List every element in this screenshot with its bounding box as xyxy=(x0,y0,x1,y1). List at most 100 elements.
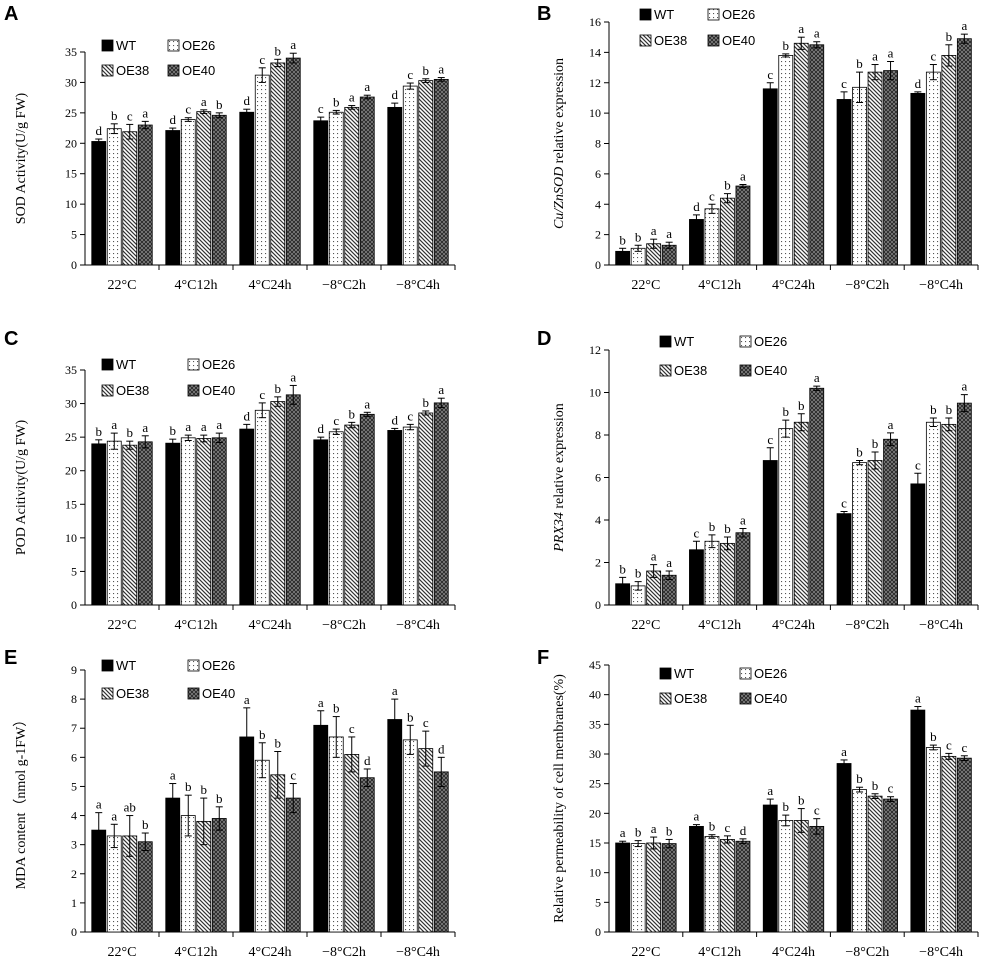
bar-wt xyxy=(910,92,926,266)
bar-wt xyxy=(313,439,329,606)
bar-oe26 xyxy=(328,111,344,266)
significance-letter: a xyxy=(170,768,176,783)
significance-letter: b xyxy=(407,709,414,724)
legend-label: OE26 xyxy=(754,666,787,681)
legend-swatch-oe40 xyxy=(739,364,752,377)
significance-letter: b xyxy=(930,402,937,417)
legend-label: OE26 xyxy=(202,357,235,372)
category-label: 4°C12h xyxy=(175,278,218,293)
y-tick-label: 5 xyxy=(71,564,77,578)
significance-letter: b xyxy=(142,817,149,832)
panel-letter: B xyxy=(537,3,551,25)
legend-swatch-oe26 xyxy=(187,659,200,672)
bar-oe26 xyxy=(106,440,122,606)
y-tick-label: 0 xyxy=(595,925,601,939)
bar-oe26 xyxy=(925,71,941,266)
legend-label: OE26 xyxy=(754,334,787,349)
legend-label: WT xyxy=(674,334,694,349)
y-tick-label: 12 xyxy=(589,343,601,357)
bar-wt xyxy=(836,513,852,606)
y-tick-label: 0 xyxy=(71,258,77,272)
bar-oe40 xyxy=(809,825,825,933)
panel-letter: F xyxy=(537,647,549,669)
y-tick-label: 5 xyxy=(595,895,601,909)
significance-letter: b xyxy=(201,782,208,797)
legend-swatch-oe38 xyxy=(101,384,114,397)
bar-oe38 xyxy=(793,42,809,266)
significance-letter: c xyxy=(841,76,847,91)
significance-letter: c xyxy=(814,803,820,818)
bar-oe26 xyxy=(925,747,941,933)
category-label: −8°C2h xyxy=(322,278,366,293)
category-label: −8°C4h xyxy=(396,278,440,293)
significance-letter: b xyxy=(856,771,863,786)
significance-letter: a xyxy=(798,21,804,36)
significance-letter: c xyxy=(841,496,847,511)
significance-letter: c xyxy=(423,715,429,730)
significance-letter: b xyxy=(798,398,805,413)
significance-letter: a xyxy=(142,420,148,435)
legend-label: OE40 xyxy=(202,383,235,398)
significance-letter: a xyxy=(872,49,878,64)
y-axis-title: MDA content（nmol g-1FW） xyxy=(13,713,29,890)
bar-oe38 xyxy=(720,839,735,933)
panel-letter: D xyxy=(537,328,551,350)
y-tick-label: 45 xyxy=(589,658,601,672)
legend-label: OE40 xyxy=(722,33,755,48)
category-label: −8°C4h xyxy=(919,278,963,293)
bar-oe26 xyxy=(925,421,941,606)
bar-wt xyxy=(387,719,403,933)
significance-letter: c xyxy=(946,737,952,752)
bar-oe26 xyxy=(852,86,867,266)
legend-swatch-wt xyxy=(101,659,114,672)
y-tick-label: 30 xyxy=(65,397,77,411)
bar-oe26 xyxy=(402,85,418,266)
chart-panel-e: E 0 1 2 3 4 5 6 7 8 9 22°C 4°C12h 4°C24h −8°C2h −8°C4h a… xyxy=(4,647,456,960)
y-axis-title: Relative permeability of cell membranes(… xyxy=(552,674,567,923)
legend-swatch-oe26 xyxy=(739,667,752,680)
significance-letter: d xyxy=(96,123,103,138)
y-tick-label: 10 xyxy=(589,866,601,880)
significance-letter: d xyxy=(740,823,747,838)
bar-oe26 xyxy=(328,431,344,606)
significance-letter: a xyxy=(364,79,370,94)
significance-letter: b xyxy=(783,404,790,419)
significance-letter: c xyxy=(961,740,967,755)
significance-letter: b xyxy=(783,799,790,814)
legend-label: OE38 xyxy=(674,691,707,706)
panel-letter: E xyxy=(4,647,17,669)
significance-letter: a xyxy=(841,744,847,759)
y-tick-label: 6 xyxy=(595,471,601,485)
significance-letter: b xyxy=(635,825,642,840)
y-tick-label: 25 xyxy=(65,106,77,120)
legend-swatch-oe26 xyxy=(167,39,180,52)
y-axis-title: Cu/ZnSOD relative expression xyxy=(552,58,567,229)
y-tick-label: 7 xyxy=(71,721,77,735)
legend-label: OE38 xyxy=(116,686,149,701)
bar-oe40 xyxy=(883,70,898,266)
significance-letter: a xyxy=(111,417,117,432)
bar-oe38 xyxy=(941,423,957,606)
legend-label: OE40 xyxy=(754,363,787,378)
legend-swatch-oe40 xyxy=(187,384,200,397)
significance-letter: a xyxy=(290,37,296,52)
significance-letter: b xyxy=(127,425,134,440)
bar-oe40 xyxy=(285,797,301,933)
bar-oe26 xyxy=(704,836,720,933)
bar-oe40 xyxy=(137,124,153,266)
bar-oe38 xyxy=(793,421,809,606)
category-label: 22°C xyxy=(108,945,137,960)
significance-letter: b xyxy=(96,424,103,439)
significance-letter: b xyxy=(872,436,879,451)
significance-letter: c xyxy=(185,102,191,117)
legend-label: OE40 xyxy=(754,691,787,706)
y-tick-label: 3 xyxy=(71,838,77,852)
significance-letter: c xyxy=(767,67,773,82)
y-tick-label: 2 xyxy=(595,228,601,242)
bar-oe26 xyxy=(778,428,794,606)
bar-wt xyxy=(165,442,181,606)
significance-letter: b xyxy=(798,793,805,808)
significance-letter: c xyxy=(767,432,773,447)
bar-oe40 xyxy=(211,818,227,933)
